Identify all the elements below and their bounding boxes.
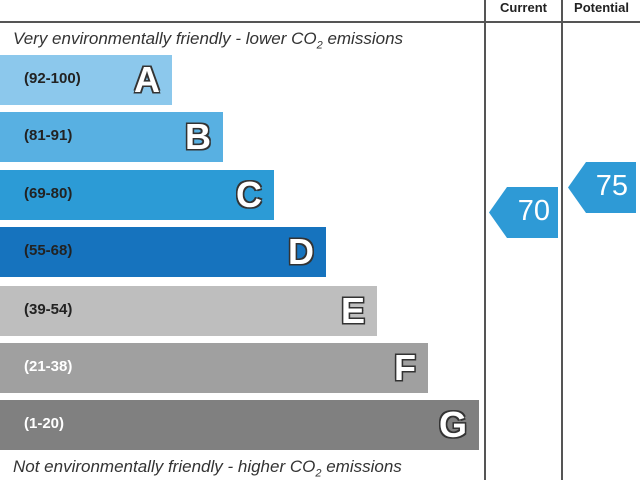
current-header: Current — [500, 0, 547, 15]
band-bar-g: (1-20) G — [0, 400, 479, 450]
band-letter: B — [185, 116, 211, 157]
band-letter: G — [438, 404, 467, 445]
bottom-caption: Not environmentally friendly - higher CO… — [13, 457, 402, 479]
top-caption: Very environmentally friendly - lower CO… — [13, 29, 403, 51]
band-letter: D — [288, 231, 314, 272]
band-bar-f: (21-38) F — [0, 343, 428, 393]
top-caption-text: Very environmentally friendly - lower CO — [13, 29, 317, 48]
potential-column-divider — [561, 0, 563, 480]
potential-header: Potential — [574, 0, 629, 15]
band-range: (39-54) — [24, 301, 73, 318]
band-letter: F — [394, 347, 416, 388]
band-range: (1-20) — [24, 415, 65, 432]
band-range: (55-68) — [24, 242, 73, 259]
top-caption-sub: 2 — [316, 39, 323, 52]
band-letter: A — [134, 59, 160, 100]
band-bar-a: (92-100) A — [0, 55, 172, 105]
current-rating-arrow: 70 — [489, 187, 558, 238]
band-range: (81-91) — [24, 127, 73, 144]
current-column-divider — [484, 0, 486, 480]
band-letter: C — [236, 174, 262, 215]
top-caption-tail: emissions — [322, 29, 404, 48]
band-bar-b: (81-91) B — [0, 112, 223, 162]
bottom-caption-tail: emissions — [321, 457, 402, 476]
band-bar-e: (39-54) E — [0, 286, 377, 336]
header-divider — [0, 21, 640, 23]
band-bar-d: (55-68) D — [0, 227, 326, 277]
potential-rating-arrow: 75 — [568, 162, 636, 213]
current-rating-value: 70 — [517, 195, 550, 227]
band-range: (69-80) — [24, 185, 73, 202]
band-letter: E — [340, 290, 365, 331]
band-range: (21-38) — [24, 358, 73, 375]
band-range: (92-100) — [24, 70, 81, 87]
potential-rating-value: 75 — [595, 170, 628, 202]
bottom-caption-text: Not environmentally friendly - higher CO — [13, 457, 316, 476]
bottom-caption-sub: 2 — [315, 467, 322, 480]
band-bar-c: (69-80) C — [0, 170, 274, 220]
